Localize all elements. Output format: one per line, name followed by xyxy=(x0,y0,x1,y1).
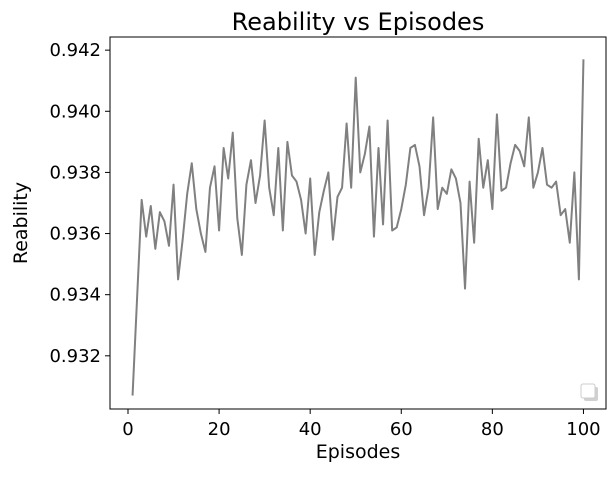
x-tick-label: 0 xyxy=(122,419,133,440)
y-axis-label: Reability xyxy=(10,182,32,264)
y-tick-label: 0.940 xyxy=(49,101,101,122)
y-tick-label: 0.938 xyxy=(49,162,101,183)
plot-frame xyxy=(109,36,607,410)
x-axis-label: Episodes xyxy=(316,441,401,463)
x-axis-ticks: 0 20 40 60 80 100 xyxy=(122,409,601,440)
y-tick-label: 0.934 xyxy=(49,285,101,306)
y-tick-label: 0.932 xyxy=(49,346,101,367)
x-tick-label: 60 xyxy=(390,419,413,440)
x-tick-label: 40 xyxy=(299,419,322,440)
series-layer xyxy=(131,59,585,396)
y-tick-label: 0.936 xyxy=(49,224,101,245)
y-tick-label: 0.942 xyxy=(49,40,101,61)
chart-title: Reability vs Episodes xyxy=(232,8,485,36)
x-tick-label: 80 xyxy=(481,419,504,440)
reability-series-line xyxy=(131,59,585,396)
x-tick-label: 100 xyxy=(566,419,600,440)
legend-box xyxy=(580,383,598,401)
y-axis-ticks: 0.932 0.934 0.936 0.938 0.940 0.942 xyxy=(49,40,110,367)
x-tick-label: 20 xyxy=(208,419,231,440)
